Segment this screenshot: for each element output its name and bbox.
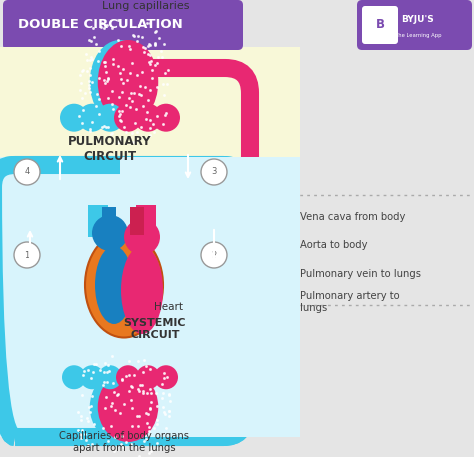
FancyBboxPatch shape (0, 165, 245, 437)
Polygon shape (130, 207, 144, 235)
Text: BYJU'S: BYJU'S (401, 15, 434, 23)
FancyBboxPatch shape (0, 68, 250, 230)
Text: B: B (375, 18, 384, 31)
FancyBboxPatch shape (357, 0, 472, 50)
Polygon shape (102, 207, 116, 235)
Text: 2: 2 (282, 240, 288, 250)
Polygon shape (136, 205, 156, 237)
Circle shape (62, 365, 86, 389)
Circle shape (154, 365, 178, 389)
Text: SYSTEMIC
CIRCUIT: SYSTEMIC CIRCUIT (124, 318, 186, 340)
Circle shape (92, 215, 128, 251)
Text: 2: 2 (211, 250, 217, 260)
Circle shape (152, 104, 180, 132)
Polygon shape (120, 157, 300, 437)
Circle shape (96, 104, 124, 132)
Text: Lung capillaries: Lung capillaries (102, 0, 190, 11)
Text: 1: 1 (282, 213, 288, 222)
Text: Heart: Heart (154, 302, 183, 312)
Text: 3: 3 (282, 270, 288, 278)
Polygon shape (0, 157, 120, 437)
Circle shape (80, 365, 104, 389)
Text: Pulmonary vein to lungs: Pulmonary vein to lungs (300, 269, 421, 279)
Ellipse shape (90, 372, 150, 442)
Circle shape (78, 104, 106, 132)
Text: DOUBLE CIRCULATION: DOUBLE CIRCULATION (18, 18, 183, 32)
Circle shape (201, 242, 227, 268)
Polygon shape (0, 47, 128, 227)
Circle shape (14, 242, 40, 268)
Circle shape (124, 219, 160, 255)
Circle shape (14, 159, 40, 185)
Text: Capillaries of body organs
apart from the lungs: Capillaries of body organs apart from th… (59, 431, 189, 453)
Ellipse shape (98, 372, 158, 442)
Text: Pulmonary artery to
lungs: Pulmonary artery to lungs (300, 291, 400, 313)
Text: 1: 1 (24, 250, 29, 260)
Ellipse shape (85, 233, 163, 338)
Text: The Learning App: The Learning App (395, 32, 441, 37)
Circle shape (134, 104, 162, 132)
Polygon shape (120, 157, 300, 437)
FancyBboxPatch shape (362, 6, 398, 44)
Text: 3: 3 (211, 168, 217, 176)
Circle shape (60, 104, 88, 132)
Circle shape (98, 365, 122, 389)
FancyBboxPatch shape (3, 0, 243, 50)
Text: Aorta to body: Aorta to body (300, 240, 367, 250)
Circle shape (116, 365, 140, 389)
Circle shape (201, 159, 227, 185)
Circle shape (114, 104, 142, 132)
Text: PULMONARY
CIRCUIT: PULMONARY CIRCUIT (68, 135, 152, 163)
Text: Vena cava from body: Vena cava from body (300, 212, 405, 222)
Polygon shape (88, 205, 108, 237)
Ellipse shape (95, 246, 133, 324)
Polygon shape (126, 47, 300, 227)
Ellipse shape (90, 40, 150, 124)
Ellipse shape (98, 40, 158, 124)
Circle shape (136, 365, 160, 389)
Text: 4: 4 (24, 168, 29, 176)
Ellipse shape (121, 246, 163, 334)
Text: 4: 4 (282, 298, 288, 307)
Polygon shape (0, 47, 126, 227)
FancyBboxPatch shape (52, 177, 220, 427)
